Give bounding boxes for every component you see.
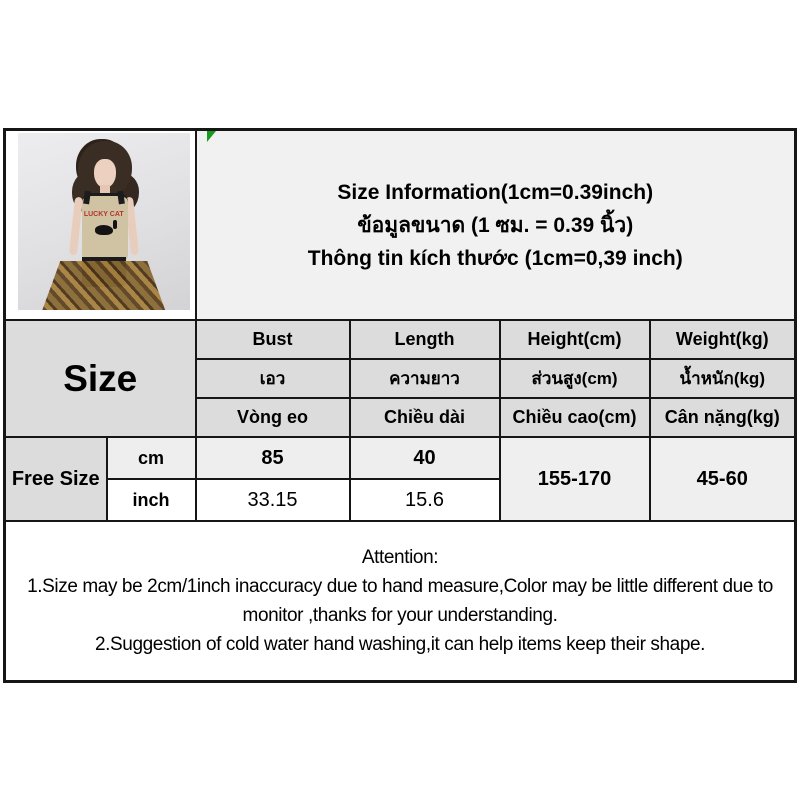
title-row: LUCKY CAT Size Information(1cm=0.39inch)… [3,128,797,321]
product-photo-cell: LUCKY CAT [3,128,197,321]
model-neck [99,185,110,197]
height-range-value: 155-170 [498,436,651,522]
header-height-th: ส่วนสูง(cm) [498,358,651,399]
header-bust-vi: Vòng eo [194,397,351,438]
header-row-th: เอว ความยาว ส่วนสูง(cm) น้ำหนัก(kg) [5,358,797,399]
header-height-vi: Chiều cao(cm) [498,397,651,438]
free-size-label: Free Size [3,436,108,522]
size-information-title: Size Information(1cm=0.39inch) ข้อมูลขนา… [198,176,794,275]
header-weight-en: Weight(kg) [648,319,797,360]
attention-label: Attention: [361,547,439,568]
attention-item-1: 1.Size may be 2cm/1inch inaccuracy due t… [27,576,773,626]
bust-inch-value: 33.15 [194,478,351,522]
header-row-vi: Vòng eo Chiều dài Chiều cao(cm) Cân nặng… [5,397,797,438]
product-photo: LUCKY CAT [18,133,190,310]
title-cell: Size Information(1cm=0.39inch) ข้อมูลขนา… [194,128,797,321]
model-arm-left [68,196,83,256]
size-table: LUCKY CAT Size Information(1cm=0.39inch)… [3,128,798,683]
bust-cm-value: 85 [194,436,351,480]
title-line-en: Size Information(1cm=0.39inch) [337,180,654,204]
attention-cell: Attention: 1.Size may be 2cm/1inch inacc… [3,520,797,683]
tank-strap-right [116,190,125,205]
header-length-th: ความยาว [348,358,501,399]
header-bust-en: Bust [194,319,351,360]
tank-top-print-text: LUCKY CAT [83,211,124,218]
plaid-wrap-skirt [39,261,168,310]
cat-graphic [94,220,117,235]
header-length-en: Length [348,319,501,360]
length-inch-value: 15.6 [348,478,501,522]
data-row-inch: inch 33.15 15.6 [5,478,796,522]
header-height-en: Height(cm) [498,319,651,360]
length-cm-value: 40 [348,436,501,480]
weight-range-value: 45-60 [648,436,797,522]
unit-inch-label: inch [105,478,197,522]
title-line-vi: Thông tin kích thước (1cm=0,39 inch) [307,246,683,270]
unit-cm-label: cm [105,436,197,480]
attention-row: Attention: 1.Size may be 2cm/1inch inacc… [3,520,797,683]
header-row-en: Size Bust Length Height(cm) Weight(kg) [3,319,797,438]
header-bust-th: เอว [194,358,351,399]
attention-item-2: 2.Suggestion of cold water hand washing,… [94,634,706,655]
data-row-cm: Free Size cm 85 40 155-170 45-60 [3,436,797,522]
title-line-th: ข้อมูลขนาด (1 ซม. = 0.39 นิ้ว) [357,213,634,237]
header-weight-vi: Cân nặng(kg) [648,397,797,438]
green-corner-flag [206,131,216,142]
size-header-cell: Size [3,319,197,438]
header-length-vi: Chiều dài [348,397,501,438]
model-face [93,159,116,188]
header-weight-th: น้ำหนัก(kg) [648,358,797,399]
